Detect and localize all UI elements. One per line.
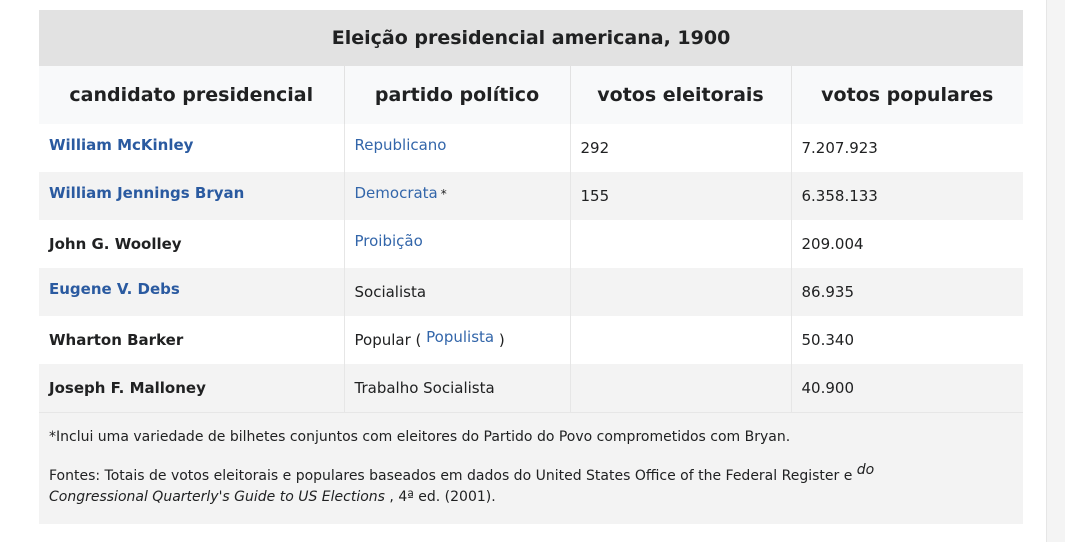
party-cell: Democrata *: [344, 172, 571, 220]
electoral-votes-cell: [570, 220, 792, 268]
sources-prefix: Fontes: Totais de votos eleitorais e pop…: [49, 468, 853, 484]
party-link[interactable]: Proibição: [354, 232, 423, 250]
candidate-cell: William McKinley: [39, 124, 345, 172]
candidate-cell: John G. Woolley: [39, 220, 345, 268]
header-electoral-votes: votos eleitorais: [570, 66, 792, 124]
popular-votes-cell: 209.004: [791, 220, 1024, 268]
popular-votes-cell: 7.207.923: [791, 124, 1024, 172]
party-cell: Proibição: [344, 220, 571, 268]
popular-votes-cell: 86.935: [791, 268, 1024, 316]
party-cell: Republicano: [344, 124, 571, 172]
header-popular-votes: votos populares: [791, 66, 1024, 124]
party-link[interactable]: Republicano: [354, 136, 447, 154]
table-row: William Jennings Bryan Democrata * 155 6.…: [39, 172, 1024, 220]
table-footnotes: *Inclui uma variedade de bilhetes conjun…: [39, 412, 1023, 524]
page-scrollbar[interactable]: [1046, 0, 1065, 542]
electoral-votes-cell: [570, 268, 792, 316]
candidate-link[interactable]: Eugene V. Debs: [49, 280, 180, 298]
candidate-cell: Joseph F. Malloney: [39, 364, 345, 412]
electoral-votes-cell: 155: [570, 172, 792, 220]
header-candidate: candidato presidencial: [39, 66, 345, 124]
party-link[interactable]: Democrata: [354, 184, 438, 202]
candidate-name: Wharton Barker: [49, 331, 184, 349]
candidate-link[interactable]: William McKinley: [49, 136, 194, 154]
table-row: Eugene V. Debs Socialista 86.935: [39, 268, 1024, 316]
header-party: partido político: [344, 66, 571, 124]
party-cell: Trabalho Socialista: [344, 364, 571, 412]
candidate-name: John G. Woolley: [49, 235, 182, 253]
candidate-name: Joseph F. Malloney: [49, 379, 206, 397]
table-title: Eleição presidencial americana, 1900: [39, 10, 1024, 66]
party-name: Trabalho Socialista: [354, 379, 495, 397]
party-suffix: ): [498, 331, 505, 349]
electoral-votes-cell: [570, 316, 792, 364]
table-row: Joseph F. Malloney Trabalho Socialista 4…: [39, 364, 1024, 412]
candidate-cell: Eugene V. Debs: [39, 268, 345, 316]
candidate-cell: William Jennings Bryan: [39, 172, 345, 220]
table-row: Wharton Barker Popular ( Populista ) 50.…: [39, 316, 1024, 364]
electoral-votes-cell: [570, 364, 792, 412]
election-table-container: Eleição presidencial americana, 1900 can…: [39, 10, 1024, 524]
sources-text: Fontes: Totais de votos eleitorais e pop…: [49, 462, 1013, 508]
electoral-votes-cell: 292: [570, 124, 792, 172]
table-row: William McKinley Republicano 292 7.207.9…: [39, 124, 1024, 172]
footnote-marker: *: [440, 187, 447, 201]
popular-votes-cell: 40.900: [791, 364, 1024, 412]
party-prefix: Popular (: [354, 331, 422, 349]
sources-suffix: , 4ª ed. (2001).: [389, 489, 496, 505]
candidate-cell: Wharton Barker: [39, 316, 345, 364]
party-cell: Socialista: [344, 268, 571, 316]
footnote-text: *Inclui uma variedade de bilhetes conjun…: [49, 429, 791, 445]
party-link[interactable]: Populista: [426, 328, 495, 346]
party-cell: Popular ( Populista ): [344, 316, 571, 364]
sources-do: do: [856, 462, 875, 478]
election-results-table: Eleição presidencial americana, 1900 can…: [39, 10, 1024, 412]
party-name: Socialista: [354, 283, 427, 301]
sources-book-title: Congressional Quarterly's Guide to US El…: [49, 489, 385, 505]
candidate-link[interactable]: William Jennings Bryan: [49, 184, 245, 202]
table-row: John G. Woolley Proibição 209.004: [39, 220, 1024, 268]
popular-votes-cell: 50.340: [791, 316, 1024, 364]
popular-votes-cell: 6.358.133: [791, 172, 1024, 220]
